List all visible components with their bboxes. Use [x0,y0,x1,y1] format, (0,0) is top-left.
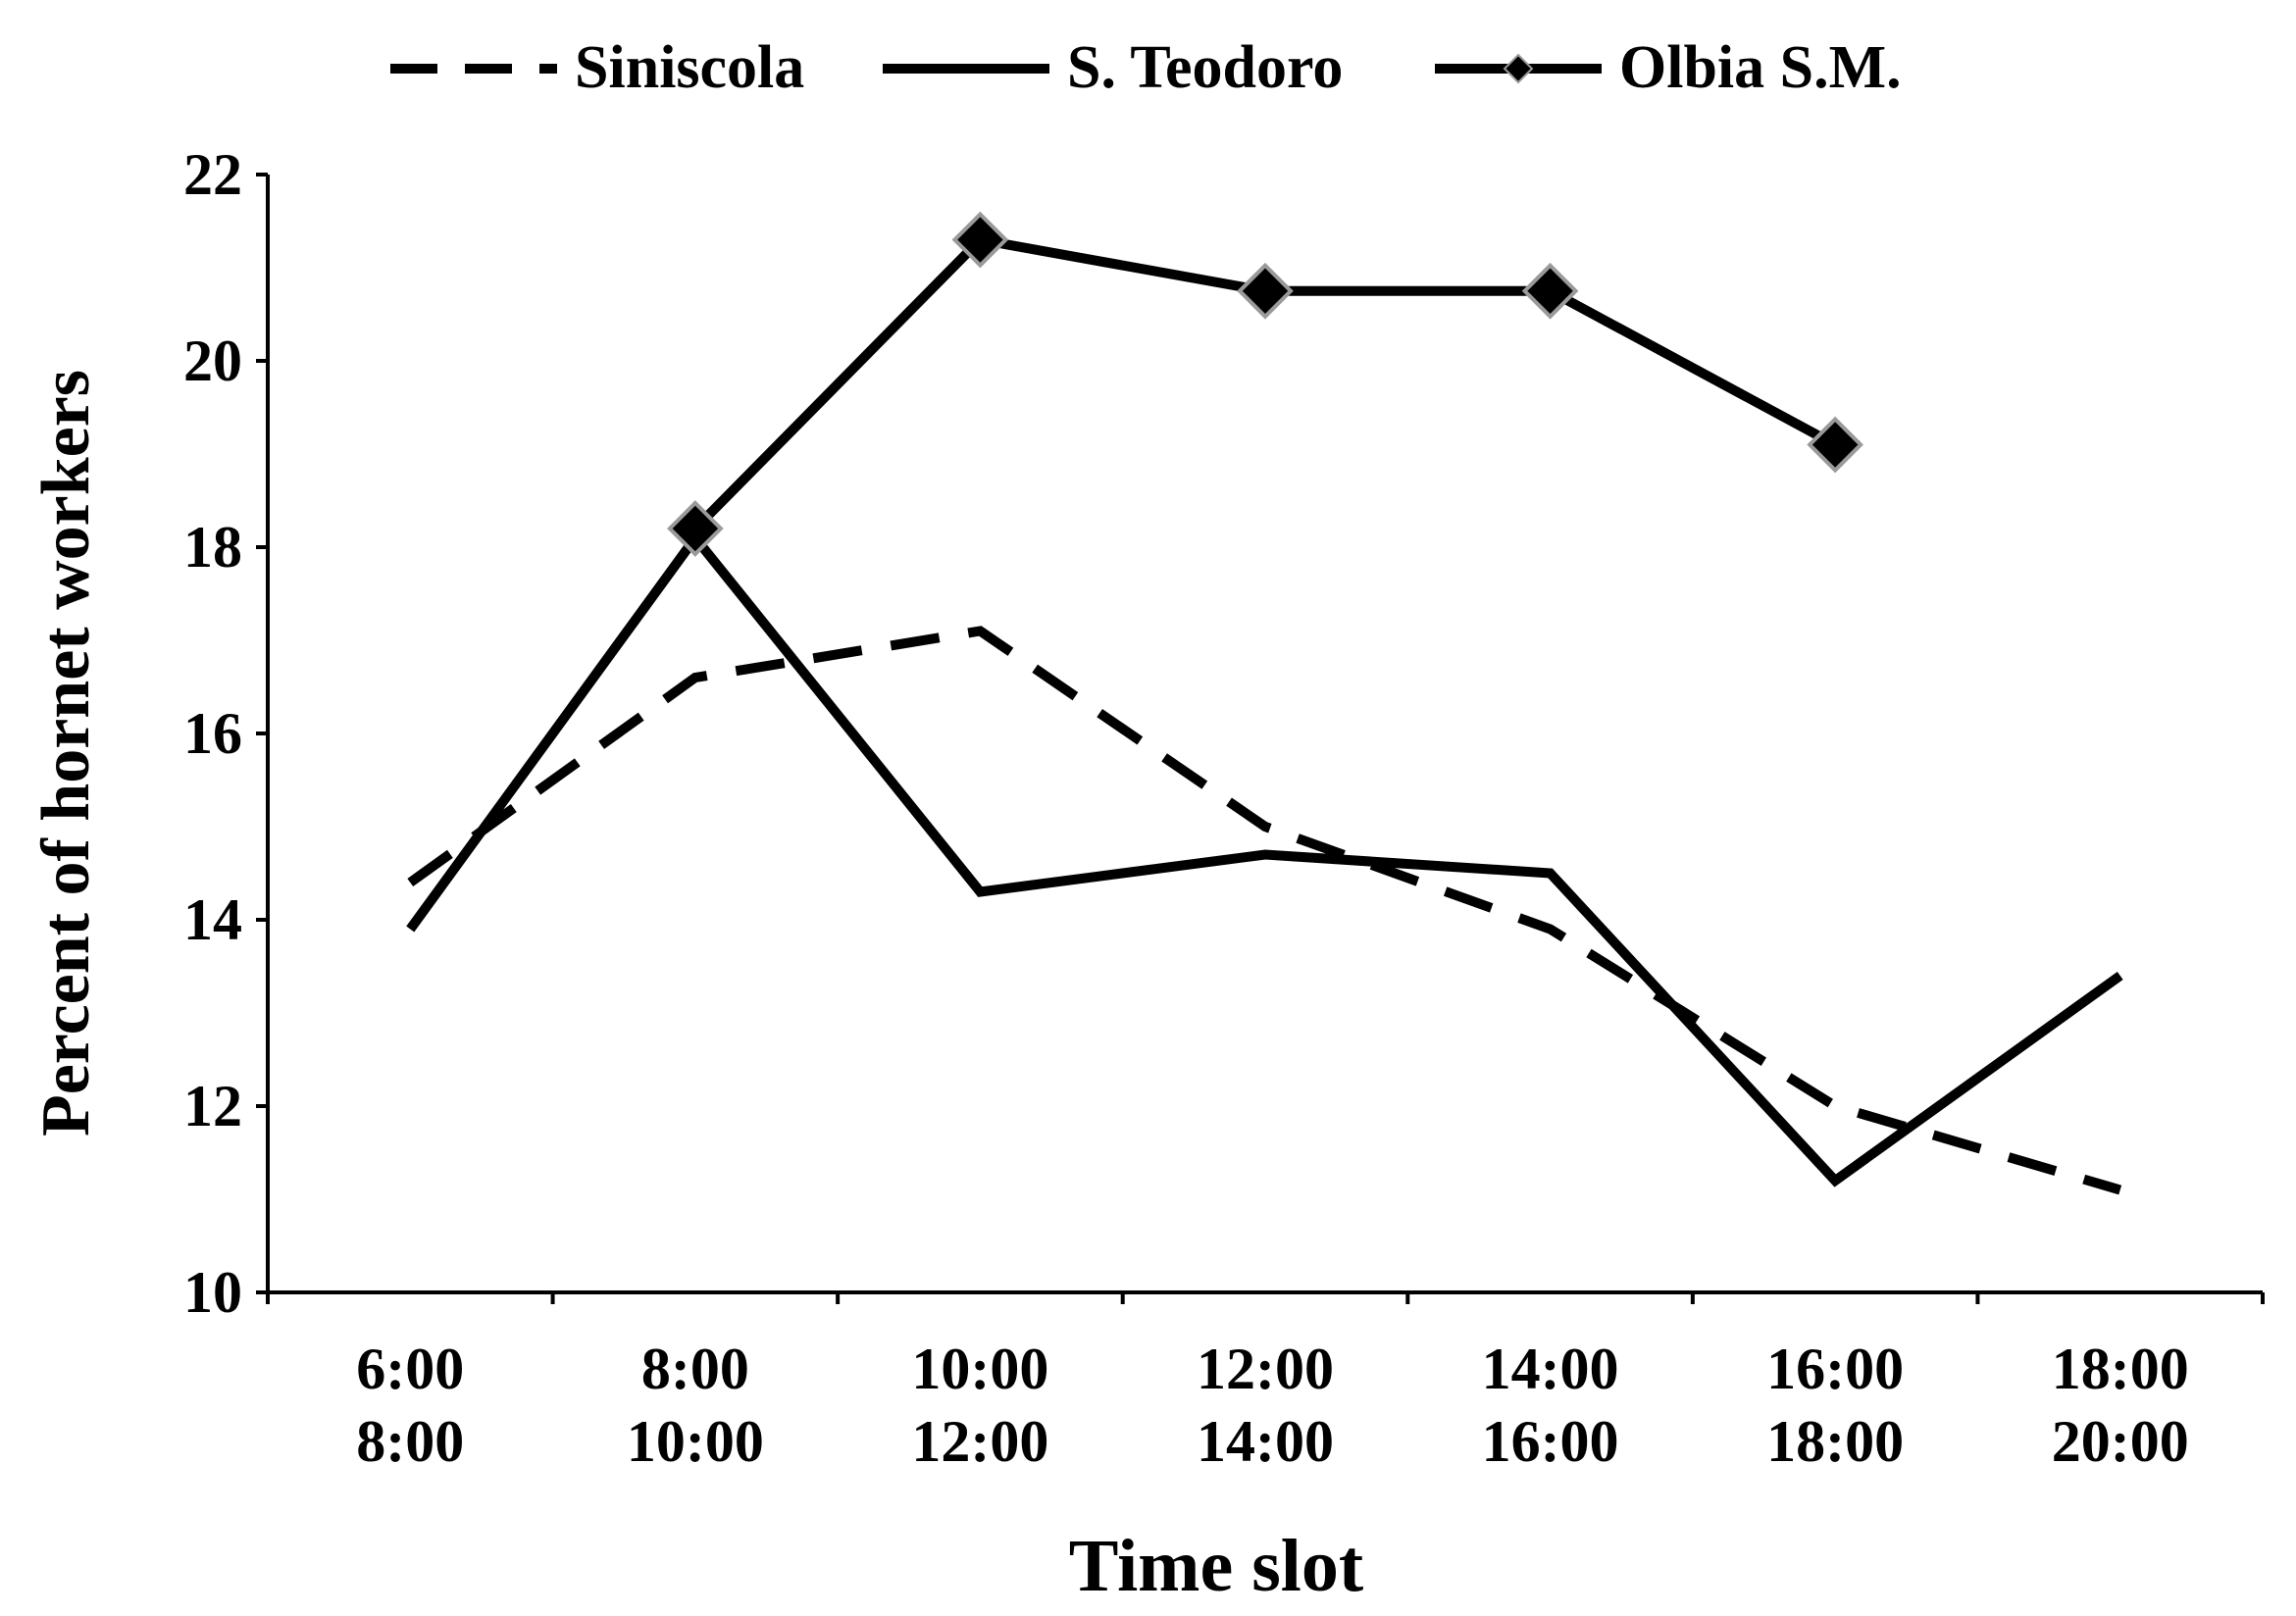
x-tick-label-end: 18:00 [1766,1409,1904,1474]
y-axis-title: Percent of hornet workers [28,370,104,1136]
x-tick-label-end: 16:00 [1482,1409,1619,1474]
legend-entry-s-teodoro: S. Teodoro [883,34,1343,101]
legend-label-siniscola: Siniscola [575,34,804,101]
data-point-olbia-s-m [667,500,724,557]
series-siniscola [407,626,2122,1195]
y-tick-label: 22 [183,142,242,207]
y-tick-label: 18 [183,515,242,580]
legend-label-s-teodoro: S. Teodoro [1067,34,1343,101]
x-tick-label-start: 14:00 [1482,1337,1619,1401]
data-point-olbia-s-m [1521,262,1579,320]
legend: Siniscola S. Teodoro Olbia S.M. [390,34,1902,101]
y-ticks: 10 12 14 16 18 20 22 [183,142,268,1325]
data-point-olbia-s-m [1807,416,1863,474]
y-tick-label: 12 [183,1074,242,1138]
data-point-olbia-s-m [1237,262,1294,320]
x-tick-label-end: 10:00 [627,1409,764,1474]
y-tick-label: 14 [183,887,242,952]
x-tick-label-end: 14:00 [1197,1409,1334,1474]
x-axis-title: Time slot [1069,1525,1363,1607]
x-tick-label-start: 12:00 [1197,1337,1334,1401]
x-tick-label-start: 18:00 [2052,1337,2189,1401]
axes: 10 12 14 16 18 20 22 6:00 8:00 8:00 10:00 10:00 12:… [183,142,2265,1474]
legend-label-olbia-sm: Olbia S.M. [1619,34,1902,101]
x-ticks: 6:00 8:00 8:00 10:00 10:00 12:00 12:00 14:00 14:… [266,1292,2265,1474]
x-tick-label-start: 16:00 [1766,1337,1904,1401]
y-tick-label: 20 [183,328,242,393]
series-line-s-teodoro [406,530,2123,1187]
series-layer [406,211,2123,1195]
series-s-teodoro [406,530,2123,1187]
x-tick-label-end: 8:00 [356,1409,464,1474]
series-line-siniscola [407,626,2122,1195]
x-tick-label-start: 8:00 [641,1337,749,1401]
y-tick-label: 16 [183,701,242,766]
x-tick-label-start: 10:00 [911,1337,1048,1401]
x-tick-label-start: 6:00 [356,1337,464,1401]
legend-marker-diamond [1503,53,1534,84]
x-tick-label-end: 12:00 [911,1409,1048,1474]
x-tick-label-end: 20:00 [2052,1409,2189,1474]
series-olbia-s-m [667,211,1863,557]
legend-entry-olbia-sm: Olbia S.M. [1435,34,1902,101]
data-point-olbia-s-m [951,211,1009,269]
y-tick-label: 10 [183,1260,242,1325]
legend-entry-siniscola: Siniscola [390,34,804,101]
